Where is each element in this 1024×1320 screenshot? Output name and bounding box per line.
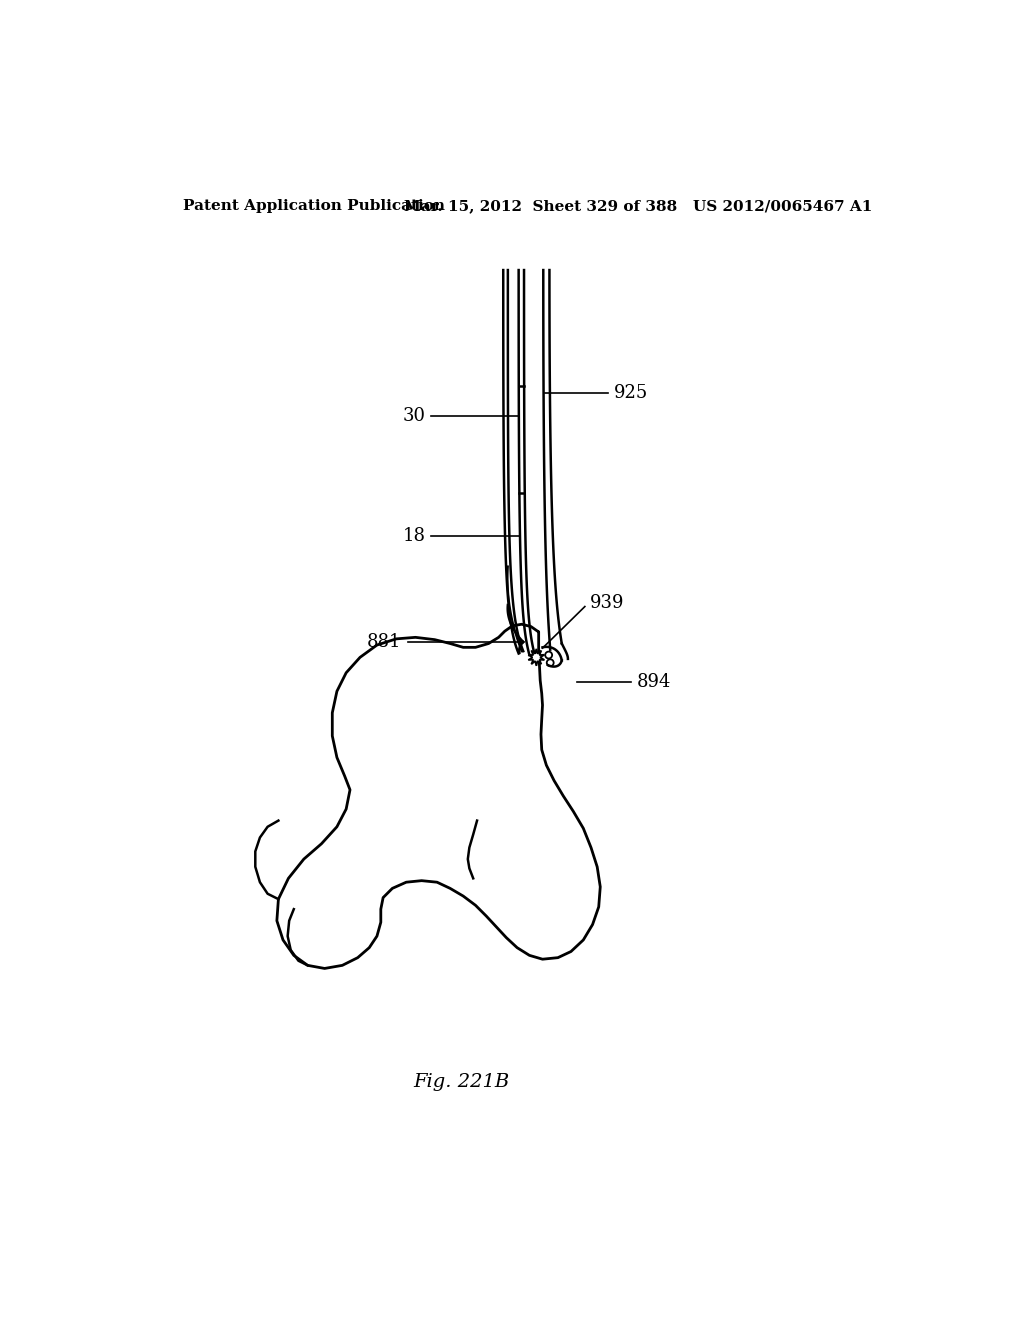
Text: 939: 939 bbox=[590, 594, 625, 612]
Text: Mar. 15, 2012  Sheet 329 of 388   US 2012/0065467 A1: Mar. 15, 2012 Sheet 329 of 388 US 2012/0… bbox=[403, 199, 872, 213]
Text: Fig. 221B: Fig. 221B bbox=[414, 1073, 510, 1092]
Text: 925: 925 bbox=[614, 384, 648, 403]
Text: 18: 18 bbox=[402, 527, 425, 545]
Text: Patent Application Publication: Patent Application Publication bbox=[183, 199, 444, 213]
Text: 894: 894 bbox=[637, 673, 672, 690]
Text: 881: 881 bbox=[367, 634, 401, 651]
Polygon shape bbox=[528, 649, 545, 665]
Text: 30: 30 bbox=[402, 408, 425, 425]
